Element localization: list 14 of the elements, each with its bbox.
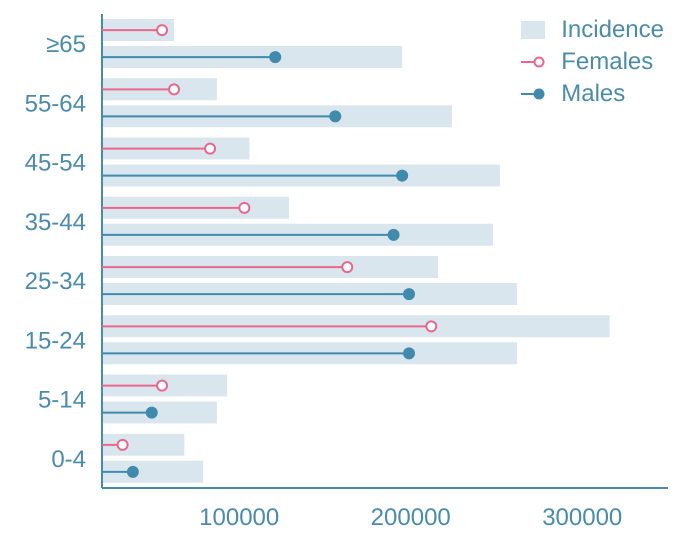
y-tick-label: 45-54 xyxy=(24,150,86,177)
y-tick-label: 55-64 xyxy=(24,90,86,118)
y-tick-label: 0-4 xyxy=(51,446,86,473)
y-tick-label: 5-14 xyxy=(38,386,86,414)
x-tick-label: 100000 xyxy=(199,504,280,532)
x-tick-label: 200000 xyxy=(370,504,451,532)
y-tick-label: 35-44 xyxy=(24,208,86,236)
y-tick-label: 15-24 xyxy=(24,327,86,354)
legend-label: Males xyxy=(561,79,626,109)
y-tick-label: 25-34 xyxy=(24,268,86,296)
x-tick-label: 300000 xyxy=(542,504,622,532)
y-tick-label: ≥65 xyxy=(46,31,86,58)
legend-label: Incidence xyxy=(561,15,664,45)
legend-label: Females xyxy=(561,47,654,77)
